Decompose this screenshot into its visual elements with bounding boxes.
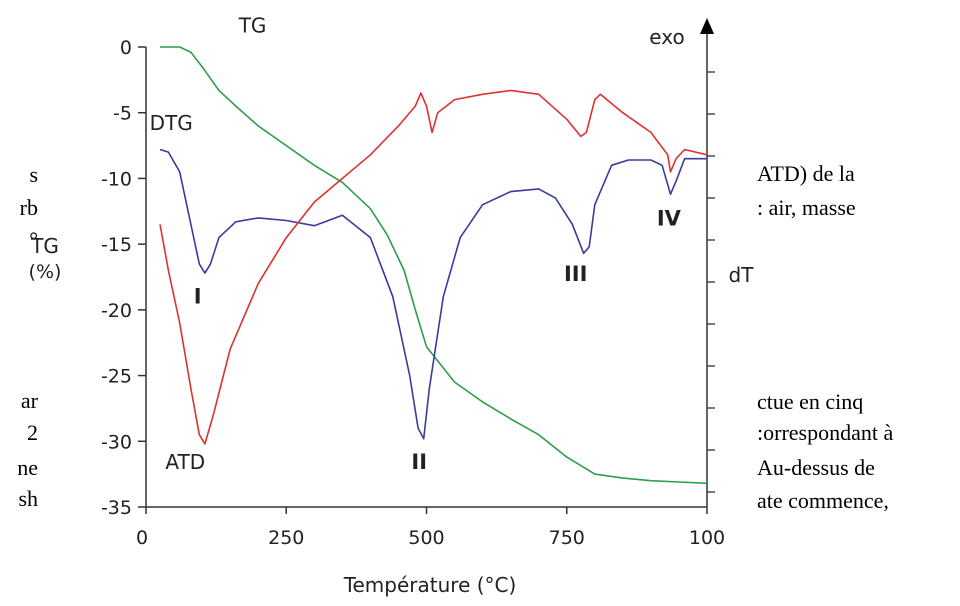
y-axis-label-unit: (%)	[29, 261, 62, 283]
background-text-fragment: ate commence,	[757, 488, 889, 513]
x-tick-label: 500	[408, 527, 444, 549]
x-axis-label: Température (°C)	[343, 573, 517, 597]
right-label-exo: exo	[649, 25, 684, 49]
right-axis	[700, 18, 715, 507]
exo-arrow-icon	[700, 18, 714, 34]
y-tick-label: -15	[101, 234, 132, 256]
background-text-fragment: : air, masse	[757, 195, 856, 220]
y-tick-label: -20	[101, 300, 132, 322]
series-layer	[159, 46, 708, 485]
peak-label: II	[411, 450, 427, 474]
y-axis-label-tg: TG	[30, 234, 59, 258]
x-tick-label: 100	[689, 527, 725, 549]
y-tick-label: -30	[101, 431, 132, 453]
background-text-fragment: :orrespondant à	[757, 420, 894, 445]
y-tick-label: -10	[101, 168, 132, 190]
figure-background	[75, 0, 755, 606]
y-tick-label: -25	[101, 366, 132, 388]
peak-label: III	[564, 262, 587, 286]
background-text-fragment: rb	[19, 195, 38, 220]
background-text-fragment: sh	[18, 486, 38, 511]
x-tick-label: 250	[268, 527, 304, 549]
background-text-fragment: s	[29, 162, 38, 187]
y-tick-label: 0	[120, 37, 132, 59]
right-label-dt: dT	[729, 263, 755, 287]
curve-label: ATD	[165, 450, 205, 474]
curve-label: TG	[238, 14, 267, 38]
y-tick-label: -35	[101, 497, 132, 519]
x-tick-label: 0	[136, 527, 148, 549]
x-tick-label: 750	[549, 527, 585, 549]
series-line-tg	[160, 46, 708, 485]
background-text-fragment: ctue en cinq	[757, 389, 864, 414]
background-text-fragment: 2	[27, 420, 38, 445]
background-text-fragment: °	[29, 227, 38, 252]
curve-label: DTG	[150, 111, 193, 135]
background-text-fragment: ar	[20, 388, 38, 413]
background-text-fragment: ne	[17, 455, 38, 480]
y-tick-label: -5	[113, 103, 132, 125]
x-ticks: 0 250 500 750 100	[136, 506, 725, 549]
peak-label: I	[194, 284, 202, 308]
background-text-fragment: ATD) de la	[757, 161, 855, 186]
series-line-dtg	[159, 148, 707, 440]
y-ticks-left: 0 -5 -10 -15 -20 -25 -30 -35	[101, 37, 147, 519]
peak-label: IV	[657, 207, 682, 231]
series-line-atd	[159, 89, 708, 445]
background-text-fragment: Au-dessus de	[757, 455, 875, 480]
